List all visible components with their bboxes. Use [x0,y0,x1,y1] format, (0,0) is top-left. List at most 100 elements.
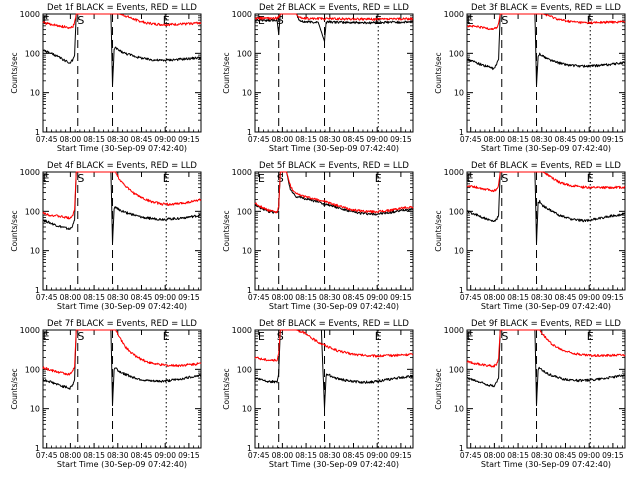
lld-series-line [254,329,414,362]
marker-label: E [258,172,265,185]
marker-label: S [77,172,84,185]
marker-label: E [587,330,594,343]
x-axis-label: Start Time (30-Sep-09 07:42:40) [57,460,187,469]
x-tick-label: 08:30 [531,135,553,144]
x-tick-label: 08:00 [60,451,82,460]
events-series-line [467,329,626,407]
y-axis-label: Counts/sec [434,368,443,409]
x-tick-label: 09:00 [578,135,600,144]
x-tick-label: 09:15 [390,293,412,302]
marker-label: S [77,330,84,343]
x-tick-label: 08:00 [272,135,294,144]
x-tick-label: 08:45 [555,293,577,302]
y-tick-label: 10 [242,247,252,256]
y-tick-label: 1 [459,444,464,453]
panel-title: Det 2f BLACK = Events, RED = LLD [259,3,409,13]
plot-frame [466,329,626,449]
panel-4: Det 4f BLACK = Events, RED = LLD 1 10 100 10… [10,161,202,311]
y-tick-label: 1 [459,286,464,295]
x-tick-label: 08:45 [131,135,153,144]
lld-series-line [42,171,202,220]
x-tick-label: 08:45 [555,135,577,144]
y-tick-label: 100 [25,365,40,374]
y-tick-label: 1000 [20,326,40,335]
events-series-line [42,13,202,87]
x-tick-label: 08:45 [343,451,365,460]
x-axis-label: Start Time (30-Sep-09 07:42:40) [481,144,611,153]
marker-label: E [375,172,382,185]
panel-9: Det 9f BLACK = Events, RED = LLD 1 10 100 10… [434,319,626,469]
lld-series-line [254,13,413,21]
marker-label: E [163,172,170,185]
x-axis-label: Start Time (30-Sep-09 07:42:40) [57,302,187,311]
x-tick-label: 08:15 [295,135,317,144]
y-tick-label: 1000 [20,10,40,19]
y-axis-label: Counts/sec [434,52,443,93]
marker-label: E [587,172,594,185]
x-tick-label: 08:15 [507,293,529,302]
x-tick-label: 09:00 [366,451,388,460]
marker-label: E [467,14,474,27]
marker-label: E [587,14,594,27]
y-tick-label: 1 [35,444,40,453]
marker-label: S [501,14,508,27]
x-tick-label: 07:45 [36,451,58,460]
panel-title: Det 8f BLACK = Events, RED = LLD [259,319,409,329]
x-tick-label: 07:45 [248,293,270,302]
marker-label: E [43,330,50,343]
x-tick-label: 08:00 [272,293,294,302]
panel-2: Det 2f BLACK = Events, RED = LLD 1 10 100 10… [222,3,414,153]
x-axis-label: Start Time (30-Sep-09 07:42:40) [481,302,611,311]
x-tick-label: 08:30 [531,451,553,460]
y-tick-label: 1 [459,128,464,137]
y-axis-label: Counts/sec [10,368,19,409]
x-tick-label: 09:00 [154,135,176,144]
panel-title: Det 7f BLACK = Events, RED = LLD [47,319,197,329]
marker-label: E [467,330,474,343]
lld-series-line [466,329,626,368]
panel-title: Det 6f BLACK = Events, RED = LLD [471,161,621,171]
y-axis-label: Counts/sec [10,52,19,93]
plot-frame [42,171,202,291]
y-axis-label: Counts/sec [434,210,443,251]
y-tick-label: 10 [242,405,252,414]
panel-title: Det 3f BLACK = Events, RED = LLD [471,3,621,13]
y-axis-label: Counts/sec [222,368,231,409]
x-tick-label: 08:45 [343,293,365,302]
x-tick-label: 09:00 [366,135,388,144]
panel-6: Det 6f BLACK = Events, RED = LLD 1 10 100 10… [434,161,626,311]
panel-8: Det 8f BLACK = Events, RED = LLD 1 10 100 10… [222,319,414,469]
events-series-line [42,171,201,245]
marker-label: E [258,330,265,343]
x-tick-label: 09:15 [178,293,200,302]
marker-label: E [375,14,382,27]
events-series-line [42,329,202,407]
x-tick-label: 08:15 [83,293,105,302]
y-tick-label: 1 [247,128,252,137]
x-tick-label: 09:15 [602,451,624,460]
marker-label: S [77,14,84,27]
y-tick-label: 1000 [444,168,464,177]
x-tick-label: 08:30 [319,293,341,302]
x-axis-label: Start Time (30-Sep-09 07:42:40) [269,460,399,469]
x-tick-label: 08:15 [83,451,105,460]
y-tick-label: 10 [30,247,40,256]
y-tick-label: 100 [237,49,252,58]
x-tick-label: 08:30 [531,293,553,302]
panel-title: Det 5f BLACK = Events, RED = LLD [259,161,409,171]
marker-label: E [375,330,382,343]
x-tick-label: 09:15 [390,135,412,144]
x-tick-label: 08:45 [555,451,577,460]
x-tick-label: 09:15 [602,135,624,144]
x-tick-label: 07:45 [36,293,58,302]
marker-label: E [467,172,474,185]
plot-frame [42,13,202,133]
y-tick-label: 10 [454,405,464,414]
marker-label: S [501,172,508,185]
lld-series-line [42,13,202,30]
x-tick-label: 09:00 [578,451,600,460]
y-tick-label: 1 [247,286,252,295]
x-tick-label: 09:00 [578,293,600,302]
y-tick-label: 100 [449,365,464,374]
x-tick-label: 08:30 [319,135,341,144]
